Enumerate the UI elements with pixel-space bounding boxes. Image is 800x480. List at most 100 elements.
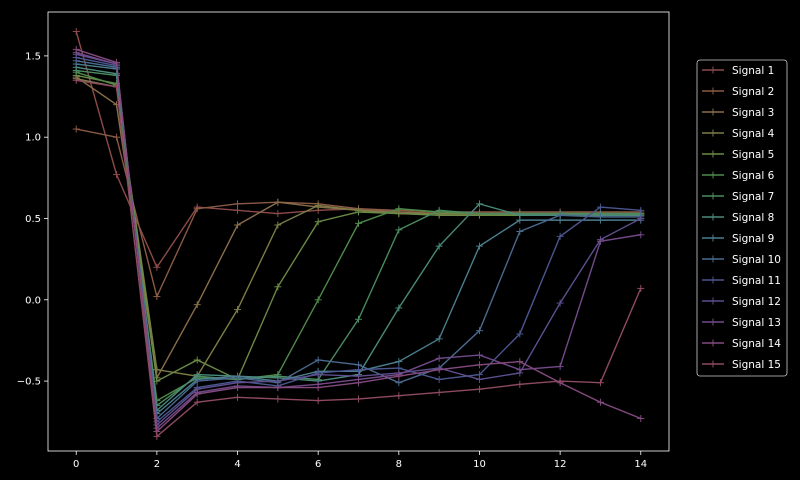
data-point xyxy=(234,206,242,214)
data-point xyxy=(113,171,121,179)
series-15 xyxy=(72,76,645,440)
data-point xyxy=(72,45,80,53)
data-point xyxy=(274,198,282,206)
data-point xyxy=(314,397,322,405)
data-point xyxy=(596,379,604,387)
data-point xyxy=(395,304,403,312)
series-10 xyxy=(72,57,645,422)
series-layer xyxy=(72,28,645,440)
data-point xyxy=(72,28,80,36)
data-point xyxy=(314,356,322,364)
legend-label: Signal 13 xyxy=(732,317,781,329)
data-point xyxy=(234,393,242,401)
series-14 xyxy=(72,45,645,435)
series-11 xyxy=(72,54,645,426)
data-point xyxy=(596,237,604,245)
data-point xyxy=(556,211,564,219)
legend-item: Signal 9 xyxy=(702,233,774,245)
x-tick-label: 10 xyxy=(473,459,486,470)
data-point xyxy=(395,379,403,387)
data-point xyxy=(153,263,161,271)
data-point xyxy=(516,358,524,366)
data-point xyxy=(355,379,362,387)
legend-label: Signal 15 xyxy=(732,359,781,371)
data-point xyxy=(395,372,403,380)
data-point xyxy=(475,351,483,359)
legend-label: Signal 6 xyxy=(732,170,775,182)
data-point xyxy=(475,385,483,393)
data-point xyxy=(637,206,645,214)
data-point xyxy=(475,210,483,218)
data-point xyxy=(637,284,645,292)
data-point xyxy=(435,206,443,214)
data-point xyxy=(113,133,121,141)
x-tick-label: 6 xyxy=(315,459,321,470)
data-point xyxy=(193,398,201,406)
data-point xyxy=(395,205,403,213)
data-point xyxy=(274,395,282,403)
data-point xyxy=(637,231,645,239)
y-tick-label: 0.0 xyxy=(25,295,41,306)
data-point xyxy=(516,228,524,235)
data-point xyxy=(72,125,80,133)
legend-item: Signal 11 xyxy=(702,275,781,287)
data-point xyxy=(596,203,604,211)
x-tick-label: 2 xyxy=(154,459,160,470)
y-axis: −0.5 0.0 0.5 1.0 1.5 xyxy=(17,51,48,388)
data-point xyxy=(314,201,322,209)
data-point xyxy=(556,232,564,240)
data-point xyxy=(435,366,443,374)
y-tick-label: 1.5 xyxy=(25,51,41,62)
legend-item: Signal 10 xyxy=(702,254,781,266)
data-point xyxy=(395,392,403,400)
y-tick-label: 0.5 xyxy=(25,214,41,225)
data-point xyxy=(395,226,403,234)
data-point xyxy=(395,358,403,366)
legend: Signal 1 Signal 2 Signal 3 Signal 4 Signal 5… xyxy=(696,59,788,377)
x-axis: 0 2 4 6 8 10 12 14 xyxy=(73,451,647,470)
legend-item: Signal 8 xyxy=(702,212,774,224)
data-point xyxy=(153,432,161,440)
legend-item: Signal 7 xyxy=(702,191,774,203)
data-point xyxy=(435,388,443,396)
legend-item: Signal 4 xyxy=(702,128,775,140)
legend-label: Signal 3 xyxy=(732,107,774,119)
y-tick-label: 1.0 xyxy=(25,133,41,144)
legend-label: Signal 11 xyxy=(732,275,781,287)
y-tick-label: −0.5 xyxy=(17,377,41,388)
x-tick-label: 12 xyxy=(554,459,567,470)
data-point xyxy=(274,283,282,291)
legend-item: Signal 6 xyxy=(702,170,775,182)
data-point xyxy=(234,384,242,392)
data-point xyxy=(435,242,443,250)
data-point xyxy=(556,362,564,370)
data-point xyxy=(193,390,201,398)
data-point xyxy=(516,380,524,388)
data-point xyxy=(355,208,362,216)
x-tick-label: 0 xyxy=(73,459,79,470)
data-point xyxy=(314,218,322,226)
data-point xyxy=(274,221,282,229)
data-point xyxy=(274,377,282,385)
legend-label: Signal 5 xyxy=(732,149,774,161)
legend-item: Signal 14 xyxy=(702,338,781,350)
legend-label: Signal 12 xyxy=(732,296,781,308)
legend-label: Signal 10 xyxy=(732,254,781,266)
data-point xyxy=(355,219,362,227)
legend-label: Signal 9 xyxy=(732,233,774,245)
data-point xyxy=(234,200,242,208)
legend-item: Signal 1 xyxy=(702,65,774,77)
data-point xyxy=(234,306,242,314)
data-point xyxy=(274,210,282,218)
data-point xyxy=(72,76,80,84)
data-point xyxy=(556,299,564,307)
data-point xyxy=(113,58,121,66)
legend-item: Signal 5 xyxy=(702,149,774,161)
data-point xyxy=(475,242,483,250)
data-point xyxy=(435,335,443,343)
data-point xyxy=(153,293,161,301)
data-point xyxy=(234,221,242,229)
legend-label: Signal 7 xyxy=(732,191,774,203)
